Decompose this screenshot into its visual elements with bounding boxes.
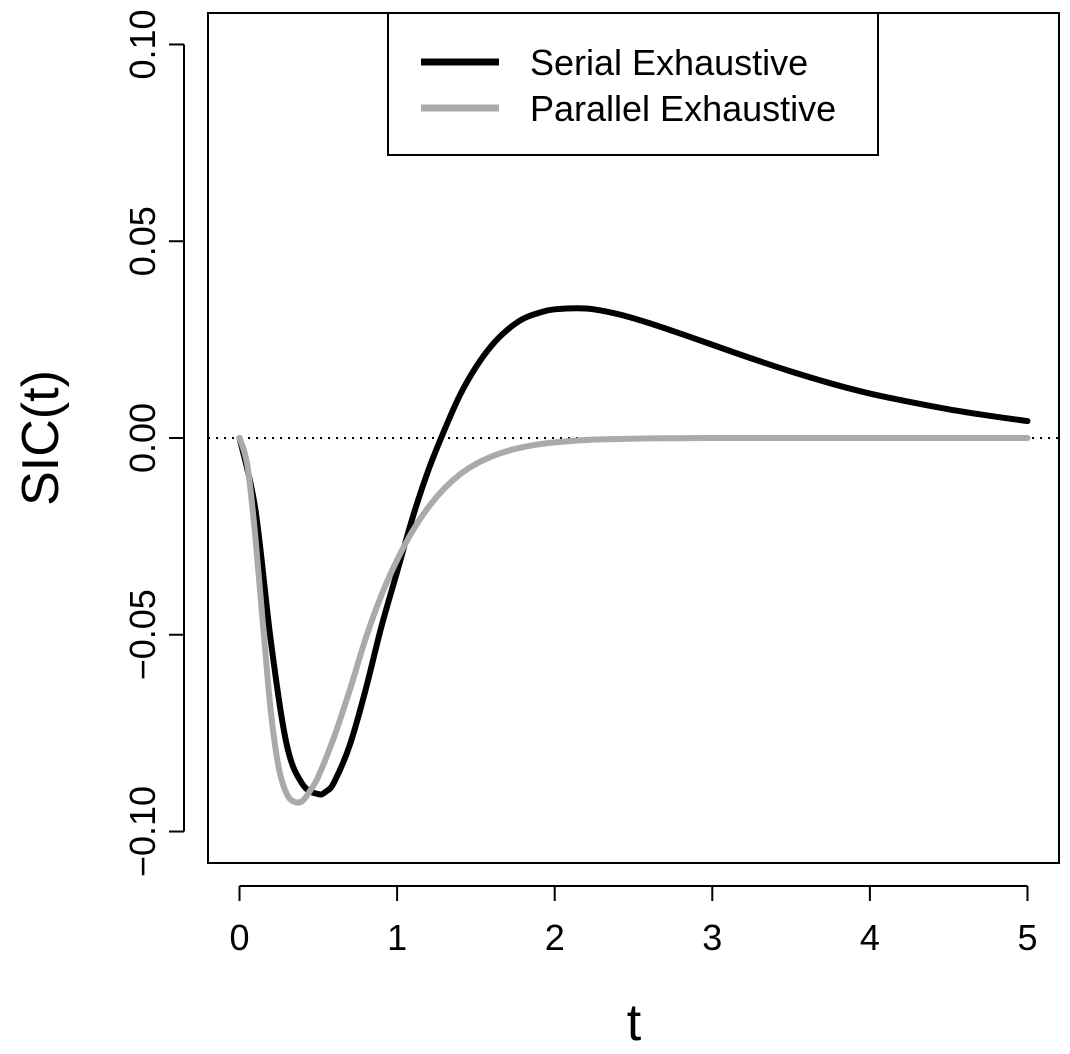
x-tick-label: 3: [702, 917, 722, 958]
legend: Serial Exhaustive Parallel Exhaustive: [387, 12, 879, 156]
x-axis: 0 1 2 3 4 5: [230, 885, 1037, 958]
series-line-parallel-exhaustive: [236, 434, 1031, 806]
series-line-serial-exhaustive: [236, 305, 1031, 798]
legend-label-parallel-exhaustive: Parallel Exhaustive: [530, 88, 836, 129]
y-axis: −0.10 −0.05 0.00 0.05 0.10: [122, 9, 185, 877]
y-tick-label: 0.10: [122, 9, 163, 79]
y-tick-label: 0.05: [122, 206, 163, 276]
y-tick-label: −0.10: [122, 786, 163, 877]
x-tick-label: 0: [230, 917, 250, 958]
x-tick-label: 5: [1017, 917, 1037, 958]
series-group: [236, 305, 1031, 806]
legend-box: [387, 12, 879, 156]
legend-label-serial-exhaustive: Serial Exhaustive: [530, 42, 808, 83]
y-tick-label: 0.00: [122, 403, 163, 473]
y-tick-label: −0.05: [122, 589, 163, 680]
x-tick-label: 4: [860, 917, 880, 958]
x-tick-label: 2: [545, 917, 565, 958]
y-axis-title: SIC(t): [12, 370, 70, 506]
x-axis-title: t: [627, 994, 642, 1052]
x-tick-label: 1: [387, 917, 407, 958]
